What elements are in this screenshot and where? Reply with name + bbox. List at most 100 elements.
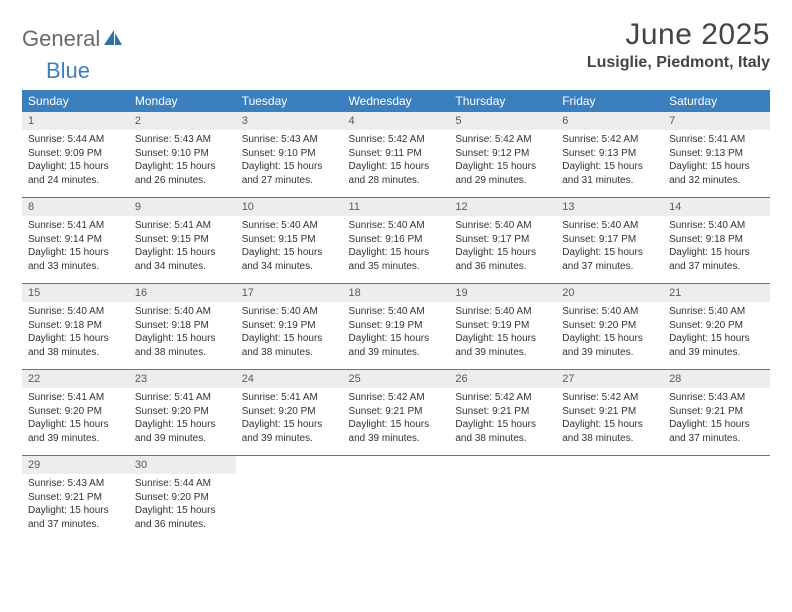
day-number-cell: 23 (129, 370, 236, 389)
daylight2-text: and 39 minutes. (349, 432, 444, 446)
day-content-cell: Sunrise: 5:41 AMSunset: 9:14 PMDaylight:… (22, 216, 129, 284)
sunset-text: Sunset: 9:19 PM (242, 319, 337, 333)
day-content-cell: Sunrise: 5:41 AMSunset: 9:20 PMDaylight:… (129, 388, 236, 456)
day-number-row: 22232425262728 (22, 370, 770, 389)
day-content-cell: Sunrise: 5:42 AMSunset: 9:13 PMDaylight:… (556, 130, 663, 198)
daylight2-text: and 34 minutes. (135, 260, 230, 274)
sunset-text: Sunset: 9:15 PM (242, 233, 337, 247)
sunrise-text: Sunrise: 5:44 AM (135, 477, 230, 491)
day-number-cell: 11 (343, 198, 450, 217)
daylight2-text: and 35 minutes. (349, 260, 444, 274)
sunset-text: Sunset: 9:19 PM (349, 319, 444, 333)
sunrise-text: Sunrise: 5:43 AM (242, 133, 337, 147)
sunset-text: Sunset: 9:15 PM (135, 233, 230, 247)
title-month: June 2025 (587, 18, 770, 52)
day-number-cell: 19 (449, 284, 556, 303)
day-number-cell: 1 (22, 112, 129, 130)
day-number-cell: 25 (343, 370, 450, 389)
sunset-text: Sunset: 9:20 PM (135, 491, 230, 505)
day-number-cell: 12 (449, 198, 556, 217)
daylight2-text: and 39 minutes. (669, 346, 764, 360)
day-content-cell (449, 474, 556, 541)
day-number-cell: 15 (22, 284, 129, 303)
day-content-row: Sunrise: 5:41 AMSunset: 9:14 PMDaylight:… (22, 216, 770, 284)
sunrise-text: Sunrise: 5:43 AM (28, 477, 123, 491)
daylight2-text: and 37 minutes. (562, 260, 657, 274)
daylight1-text: Daylight: 15 hours (562, 418, 657, 432)
sunset-text: Sunset: 9:20 PM (28, 405, 123, 419)
sunrise-text: Sunrise: 5:40 AM (349, 305, 444, 319)
sunset-text: Sunset: 9:21 PM (455, 405, 550, 419)
sunset-text: Sunset: 9:21 PM (562, 405, 657, 419)
day-number-cell: 5 (449, 112, 556, 130)
day-content-cell: Sunrise: 5:44 AMSunset: 9:09 PMDaylight:… (22, 130, 129, 198)
day-number-cell: 28 (663, 370, 770, 389)
day-content-cell: Sunrise: 5:43 AMSunset: 9:21 PMDaylight:… (22, 474, 129, 541)
day-content-cell: Sunrise: 5:43 AMSunset: 9:10 PMDaylight:… (236, 130, 343, 198)
daylight1-text: Daylight: 15 hours (135, 246, 230, 260)
day-content-cell: Sunrise: 5:42 AMSunset: 9:21 PMDaylight:… (343, 388, 450, 456)
sunrise-text: Sunrise: 5:42 AM (349, 133, 444, 147)
sunset-text: Sunset: 9:10 PM (242, 147, 337, 161)
day-number-row: 15161718192021 (22, 284, 770, 303)
daylight1-text: Daylight: 15 hours (28, 504, 123, 518)
daylight2-text: and 24 minutes. (28, 174, 123, 188)
weekday-header-row: Sunday Monday Tuesday Wednesday Thursday… (22, 90, 770, 112)
day-number-cell: 18 (343, 284, 450, 303)
sunrise-text: Sunrise: 5:40 AM (562, 219, 657, 233)
daylight2-text: and 37 minutes. (669, 260, 764, 274)
sunrise-text: Sunrise: 5:44 AM (28, 133, 123, 147)
weekday-header: Thursday (449, 90, 556, 112)
daylight1-text: Daylight: 15 hours (669, 160, 764, 174)
daylight1-text: Daylight: 15 hours (669, 418, 764, 432)
daylight1-text: Daylight: 15 hours (28, 418, 123, 432)
sunset-text: Sunset: 9:14 PM (28, 233, 123, 247)
day-content-cell: Sunrise: 5:40 AMSunset: 9:18 PMDaylight:… (129, 302, 236, 370)
daylight2-text: and 39 minutes. (135, 432, 230, 446)
day-content-cell: Sunrise: 5:41 AMSunset: 9:20 PMDaylight:… (236, 388, 343, 456)
day-content-cell: Sunrise: 5:40 AMSunset: 9:20 PMDaylight:… (556, 302, 663, 370)
daylight1-text: Daylight: 15 hours (242, 160, 337, 174)
daylight1-text: Daylight: 15 hours (455, 418, 550, 432)
daylight2-text: and 34 minutes. (242, 260, 337, 274)
daylight2-text: and 38 minutes. (455, 432, 550, 446)
daylight2-text: and 39 minutes. (28, 432, 123, 446)
day-content-cell (556, 474, 663, 541)
sunset-text: Sunset: 9:18 PM (669, 233, 764, 247)
day-content-row: Sunrise: 5:44 AMSunset: 9:09 PMDaylight:… (22, 130, 770, 198)
logo-text-general: General (22, 26, 100, 52)
sunset-text: Sunset: 9:18 PM (135, 319, 230, 333)
daylight1-text: Daylight: 15 hours (28, 332, 123, 346)
day-number-cell: 24 (236, 370, 343, 389)
sunset-text: Sunset: 9:20 PM (562, 319, 657, 333)
daylight1-text: Daylight: 15 hours (455, 160, 550, 174)
daylight1-text: Daylight: 15 hours (135, 332, 230, 346)
sunset-text: Sunset: 9:12 PM (455, 147, 550, 161)
sunset-text: Sunset: 9:11 PM (349, 147, 444, 161)
day-number-cell: 7 (663, 112, 770, 130)
daylight1-text: Daylight: 15 hours (135, 160, 230, 174)
day-number-cell: 13 (556, 198, 663, 217)
sunset-text: Sunset: 9:20 PM (242, 405, 337, 419)
day-number-cell: 10 (236, 198, 343, 217)
sunrise-text: Sunrise: 5:42 AM (455, 391, 550, 405)
day-number-cell: 16 (129, 284, 236, 303)
daylight1-text: Daylight: 15 hours (135, 504, 230, 518)
calendar-table: Sunday Monday Tuesday Wednesday Thursday… (22, 90, 770, 541)
daylight1-text: Daylight: 15 hours (562, 332, 657, 346)
day-content-row: Sunrise: 5:40 AMSunset: 9:18 PMDaylight:… (22, 302, 770, 370)
daylight1-text: Daylight: 15 hours (28, 160, 123, 174)
daylight2-text: and 28 minutes. (349, 174, 444, 188)
day-content-cell: Sunrise: 5:40 AMSunset: 9:17 PMDaylight:… (556, 216, 663, 284)
weekday-header: Monday (129, 90, 236, 112)
day-content-cell (236, 474, 343, 541)
sunrise-text: Sunrise: 5:40 AM (669, 305, 764, 319)
daylight2-text: and 38 minutes. (28, 346, 123, 360)
day-content-cell: Sunrise: 5:40 AMSunset: 9:17 PMDaylight:… (449, 216, 556, 284)
day-number-cell: 17 (236, 284, 343, 303)
sunrise-text: Sunrise: 5:43 AM (135, 133, 230, 147)
day-content-cell: Sunrise: 5:42 AMSunset: 9:12 PMDaylight:… (449, 130, 556, 198)
day-content-cell: Sunrise: 5:40 AMSunset: 9:19 PMDaylight:… (236, 302, 343, 370)
day-content-cell: Sunrise: 5:43 AMSunset: 9:21 PMDaylight:… (663, 388, 770, 456)
daylight1-text: Daylight: 15 hours (455, 332, 550, 346)
